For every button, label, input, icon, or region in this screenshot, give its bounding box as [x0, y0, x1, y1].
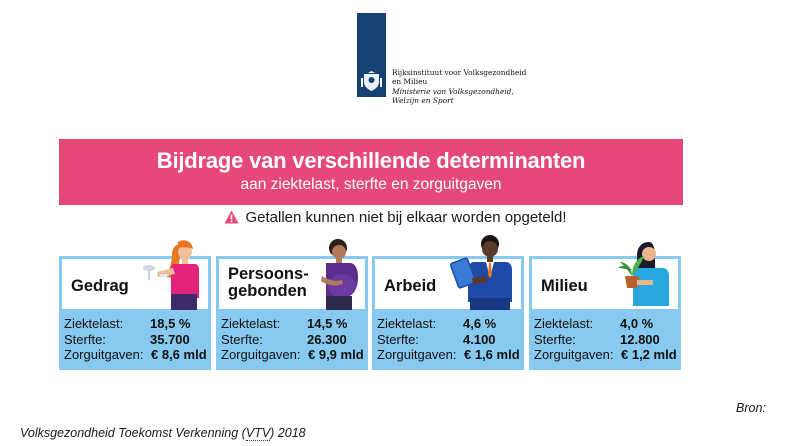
value-sterfte: 26.300	[307, 331, 347, 347]
label-zorguitgaven: Zorguitgaven:	[377, 347, 457, 362]
card-title: Milieu	[541, 277, 588, 295]
row-zorguitgaven: Zorguitgaven: € 1,2 mld	[534, 347, 678, 363]
woman-with-plant-icon	[618, 242, 669, 306]
row-zorguitgaven: Zorguitgaven: € 8,6 mld	[64, 347, 208, 363]
row-zorguitgaven: Zorguitgaven: € 9,9 mld	[221, 347, 365, 363]
value-sterfte: 35.700	[150, 331, 190, 347]
rivm-logo: Rijksinstituut voor Volksgezondheid en M…	[357, 13, 557, 113]
card-values: Ziektelast: 4,6 % Sterfte: 4.100 Zorguitga…	[377, 316, 521, 363]
row-sterfte: Sterfte: 35.700	[64, 332, 208, 348]
row-ziektelast: Ziektelast: 4,6 %	[377, 316, 521, 332]
banner-title: Bijdrage van verschillende determinanten	[156, 148, 586, 173]
warning-text: Getallen kunnen niet bij elkaar worden o…	[245, 209, 567, 226]
label-sterfte: Sterfte:	[221, 331, 263, 347]
row-sterfte: Sterfte: 4.100	[377, 332, 521, 348]
logo-bar	[357, 13, 386, 97]
source-label: Bron:	[736, 401, 766, 415]
card-values: Ziektelast: 4,0 % Sterfte: 12.800 Zorguitg…	[534, 316, 678, 363]
reference-text-after: ) 2018	[270, 426, 306, 440]
row-sterfte: Sterfte: 26.300	[221, 332, 365, 348]
card-title: Arbeid	[384, 277, 437, 295]
title-banner: Bijdrage van verschillende determinanten…	[59, 139, 683, 205]
logo-line-4: Welzijn en Sport	[392, 95, 454, 105]
label-zorguitgaven: Zorguitgaven:	[534, 347, 614, 362]
pregnant-woman-icon	[321, 239, 358, 310]
person-drinking-smoking-icon	[143, 240, 199, 310]
card-persoonsgebonden: Persoons- gebonden Ziektelast: 14,5 % Ste…	[216, 239, 368, 370]
value-zorguitgaven: € 8,6 mld	[151, 347, 207, 362]
label-ziektelast: Ziektelast:	[534, 316, 594, 331]
card-values: Ziektelast: 18,5 % Sterfte: 35.700 Zorguit…	[64, 316, 208, 363]
logo-line-1: Rijksinstituut voor Volksgezondheid	[392, 68, 527, 77]
warning-triangle-icon	[224, 210, 239, 224]
reference-text-before: Volksgezondheid Toekomst Verkenning (	[20, 426, 246, 440]
card-arbeid: Arbeid Ziektelast: 4,6 % Sterfte: 4.100 Zo…	[372, 235, 524, 370]
value-zorguitgaven: € 9,9 mld	[308, 347, 364, 362]
warning-note: Getallen kunnen niet bij elkaar worden o…	[0, 209, 791, 226]
value-ziektelast: 14,5 %	[307, 316, 348, 331]
label-sterfte: Sterfte:	[534, 331, 576, 347]
card-title: Persoons- gebonden	[228, 266, 309, 300]
banner-subtitle: aan ziektelast, sterfte en zorguitgaven	[240, 176, 502, 193]
card-values: Ziektelast: 14,5 % Sterfte: 26.300 Zorguit…	[221, 316, 365, 363]
value-ziektelast: 4,6 %	[463, 316, 497, 331]
card-milieu: Milieu Ziektelast: 4,0 % Sterfte: 12.800 Z…	[529, 242, 681, 370]
value-sterfte: 12.800	[620, 331, 660, 347]
logo-line-3: Ministerie van Volksgezondheid,	[392, 86, 514, 96]
source-reference: Volksgezondheid Toekomst Verkenning (VTV…	[20, 426, 306, 441]
value-ziektelast: 4,0 %	[620, 316, 654, 331]
value-zorguitgaven: € 1,6 mld	[464, 347, 520, 362]
label-sterfte: Sterfte:	[377, 331, 419, 347]
card-title-line-1: Persoons-	[228, 265, 309, 283]
label-ziektelast: Ziektelast:	[377, 316, 437, 331]
value-sterfte: 4.100	[463, 331, 496, 347]
card-title: Gedrag	[71, 277, 129, 295]
coat-of-arms-icon	[361, 71, 382, 91]
label-zorguitgaven: Zorguitgaven:	[221, 347, 301, 362]
label-zorguitgaven: Zorguitgaven:	[64, 347, 144, 362]
row-ziektelast: Ziektelast: 14,5 %	[221, 316, 365, 332]
label-sterfte: Sterfte:	[64, 331, 106, 347]
logo-line-2: en Milieu	[392, 77, 428, 87]
card-title-line-2: gebonden	[228, 282, 307, 300]
row-sterfte: Sterfte: 12.800	[534, 332, 678, 348]
logo-text: Rijksinstituut voor Volksgezondheid en M…	[392, 68, 526, 105]
label-ziektelast: Ziektelast:	[64, 316, 124, 331]
row-ziektelast: Ziektelast: 4,0 %	[534, 316, 678, 332]
reference-abbreviation[interactable]: VTV	[245, 426, 271, 441]
value-zorguitgaven: € 1,2 mld	[621, 347, 677, 362]
row-zorguitgaven: Zorguitgaven: € 1,6 mld	[377, 347, 521, 363]
card-gedrag: Gedrag Ziektelast: 18,5 % Sterfte: 35.700 …	[59, 240, 211, 370]
worker-with-tablet-icon	[449, 235, 512, 310]
label-ziektelast: Ziektelast:	[221, 316, 281, 331]
row-ziektelast: Ziektelast: 18,5 %	[64, 316, 208, 332]
value-ziektelast: 18,5 %	[150, 316, 191, 331]
